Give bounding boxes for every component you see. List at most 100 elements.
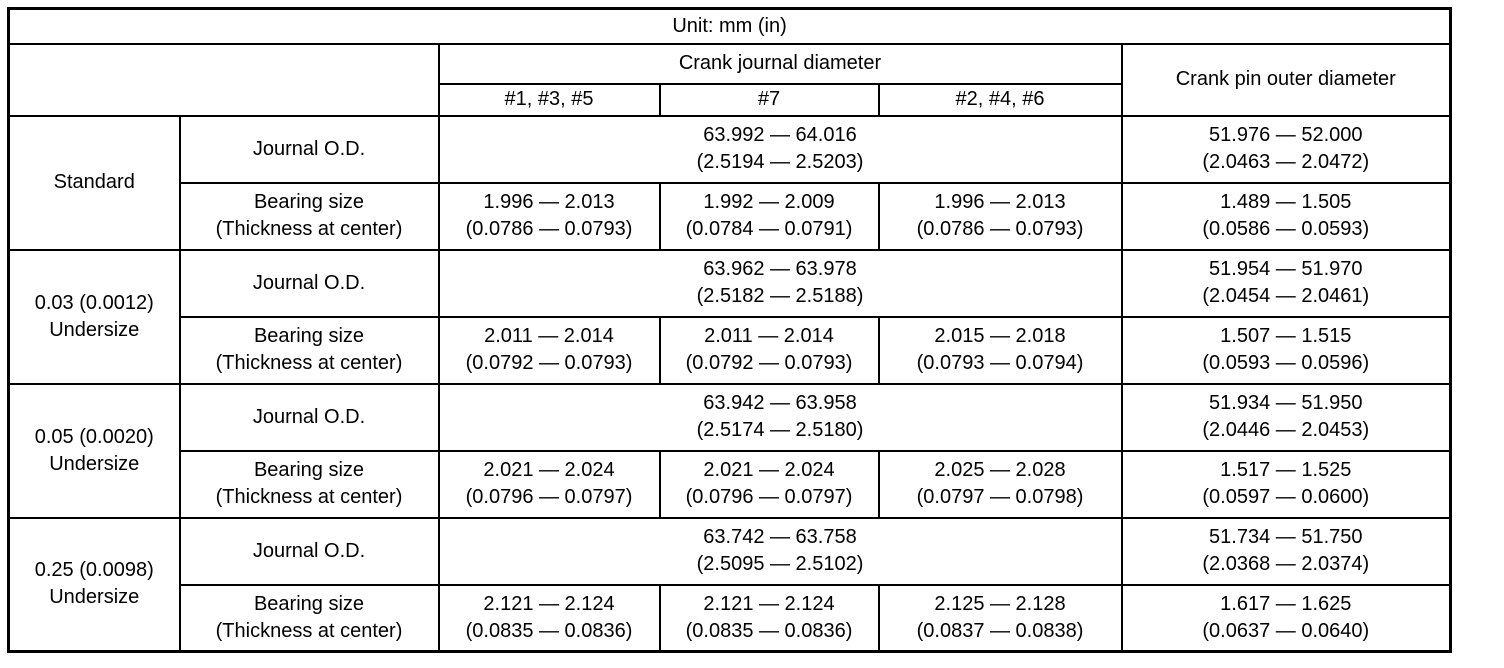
bearing-value-7: 1.992 — 2.009 (0.0784 — 0.0791) bbox=[658, 181, 880, 251]
bearing-size-label-line1: Bearing size bbox=[253, 459, 365, 481]
row-label-journal-od: Journal O.D. bbox=[178, 516, 440, 586]
bearing-mm: 1.996 — 2.013 bbox=[934, 191, 1066, 213]
group-label-line2: Undersize bbox=[49, 452, 140, 475]
bearing-value-246: 2.015 — 2.018 (0.0793 — 0.0794) bbox=[877, 315, 1123, 385]
crankshaft-spec-table: Unit: mm (in) Crank journal diameter Cra… bbox=[7, 7, 1453, 653]
journal-od-mm: 63.742 — 63.758 bbox=[703, 526, 857, 548]
pin-bearing-in: (0.0593 — 0.0596) bbox=[1202, 352, 1370, 374]
group-label-005-undersize: 0.05 (0.0020) Undersize bbox=[7, 382, 181, 519]
bearing-mm: 2.025 — 2.028 bbox=[934, 459, 1066, 481]
row-label-bearing-size: Bearing size (Thickness at center) bbox=[178, 449, 440, 519]
bearing-in: (0.0786 — 0.0793) bbox=[465, 218, 633, 240]
journal-od-value: 63.942 — 63.958 (2.5174 — 2.5180) bbox=[437, 382, 1123, 452]
bearing-value-135: 2.121 — 2.124 (0.0835 — 0.0836) bbox=[437, 583, 661, 653]
pin-bearing-mm: 1.617 — 1.625 bbox=[1220, 592, 1352, 615]
journal-od-value: 63.742 — 63.758 (2.5095 — 2.5102) bbox=[437, 516, 1123, 586]
bearing-value-246: 2.125 — 2.128 (0.0837 — 0.0838) bbox=[877, 583, 1123, 653]
group-label-line2: Undersize bbox=[49, 586, 140, 609]
pin-od-mm: 51.734 — 51.750 bbox=[1209, 526, 1363, 548]
bearing-size-label-line1: Bearing size bbox=[253, 325, 365, 347]
journal-od-value: 63.992 — 64.016 (2.5194 — 2.5203) bbox=[437, 114, 1123, 184]
bearing-in: (0.0784 — 0.0791) bbox=[685, 218, 853, 240]
bearing-in: (0.0835 — 0.0836) bbox=[465, 619, 633, 642]
bearing-value-7: 2.011 — 2.014 (0.0792 — 0.0793) bbox=[658, 315, 880, 385]
pin-od-value: 51.976 — 52.000 (2.0463 — 2.0472) bbox=[1120, 114, 1452, 184]
group-label-line1: 0.25 (0.0098) bbox=[34, 559, 154, 582]
bearing-in: (0.0797 — 0.0798) bbox=[916, 486, 1084, 508]
group-label-line1: 0.05 (0.0020) bbox=[34, 425, 154, 448]
bearing-value-246: 1.996 — 2.013 (0.0786 — 0.0793) bbox=[877, 181, 1123, 251]
bearing-mm: 1.992 — 2.009 bbox=[703, 191, 835, 213]
bearing-size-label-line1: Bearing size bbox=[253, 592, 365, 615]
header-crank-journal-diameter: Crank journal diameter bbox=[437, 42, 1123, 85]
pin-od-mm: 51.976 — 52.000 bbox=[1209, 124, 1363, 146]
row-label-journal-od: Journal O.D. bbox=[178, 114, 440, 184]
pin-bearing-mm: 1.507 — 1.515 bbox=[1220, 325, 1352, 347]
row-label-journal-od: Journal O.D. bbox=[178, 248, 440, 318]
bearing-in: (0.0786 — 0.0793) bbox=[916, 218, 1084, 240]
journal-od-mm: 63.942 — 63.958 bbox=[703, 392, 857, 414]
bearing-in: (0.0796 — 0.0797) bbox=[465, 486, 633, 508]
bearing-mm: 2.121 — 2.124 bbox=[483, 592, 615, 615]
bearing-in: (0.0792 — 0.0793) bbox=[685, 352, 853, 374]
bearing-mm: 2.021 — 2.024 bbox=[483, 459, 615, 481]
bearing-value-246: 2.025 — 2.028 (0.0797 — 0.0798) bbox=[877, 449, 1123, 519]
journal-od-mm: 63.962 — 63.978 bbox=[703, 258, 857, 280]
pin-od-value: 51.954 — 51.970 (2.0454 — 2.0461) bbox=[1120, 248, 1452, 318]
pin-bearing-value: 1.517 — 1.525 (0.0597 — 0.0600) bbox=[1120, 449, 1452, 519]
journal-od-in: (2.5182 — 2.5188) bbox=[696, 285, 864, 307]
journal-od-in: (2.5174 — 2.5180) bbox=[696, 419, 864, 441]
bearing-in: (0.0796 — 0.0797) bbox=[685, 486, 853, 508]
bearing-mm: 2.125 — 2.128 bbox=[934, 592, 1066, 615]
bearing-mm: 2.015 — 2.018 bbox=[934, 325, 1066, 347]
group-label-line2: Undersize bbox=[49, 318, 140, 341]
unit-label: Unit: mm (in) bbox=[7, 7, 1452, 45]
bearing-value-135: 2.021 — 2.024 (0.0796 — 0.0797) bbox=[437, 449, 661, 519]
bearing-size-label-line2: (Thickness at center) bbox=[215, 619, 403, 642]
row-label-bearing-size: Bearing size (Thickness at center) bbox=[178, 583, 440, 653]
group-label-standard: Standard bbox=[7, 114, 181, 251]
pin-od-in: (2.0454 — 2.0461) bbox=[1202, 285, 1370, 307]
bearing-mm: 1.996 — 2.013 bbox=[483, 191, 615, 213]
pin-bearing-value: 1.489 — 1.505 (0.0586 — 0.0593) bbox=[1120, 181, 1452, 251]
row-label-journal-od: Journal O.D. bbox=[178, 382, 440, 452]
pin-bearing-value: 1.507 — 1.515 (0.0593 — 0.0596) bbox=[1120, 315, 1452, 385]
pin-od-value: 51.734 — 51.750 (2.0368 — 2.0374) bbox=[1120, 516, 1452, 586]
bearing-mm: 2.021 — 2.024 bbox=[703, 459, 835, 481]
pin-od-mm: 51.954 — 51.970 bbox=[1209, 258, 1363, 280]
header-journal-col-135: #1, #3, #5 bbox=[437, 82, 661, 117]
group-label-025-undersize: 0.25 (0.0098) Undersize bbox=[7, 516, 181, 653]
group-label-line1: Standard bbox=[53, 171, 135, 193]
bearing-in: (0.0835 — 0.0836) bbox=[685, 619, 853, 642]
header-journal-col-7: #7 bbox=[658, 82, 880, 117]
bearing-size-label-line1: Bearing size bbox=[253, 191, 365, 213]
header-crank-pin-outer-diameter: Crank pin outer diameter bbox=[1120, 42, 1452, 117]
pin-bearing-in: (0.0586 — 0.0593) bbox=[1202, 218, 1370, 240]
bearing-size-label-line2: (Thickness at center) bbox=[215, 352, 403, 374]
bearing-value-7: 2.021 — 2.024 (0.0796 — 0.0797) bbox=[658, 449, 880, 519]
corner-blank-cell bbox=[7, 42, 440, 117]
pin-bearing-in: (0.0597 — 0.0600) bbox=[1202, 486, 1370, 508]
bearing-value-7: 2.121 — 2.124 (0.0835 — 0.0836) bbox=[658, 583, 880, 653]
pin-od-in: (2.0368 — 2.0374) bbox=[1202, 553, 1370, 575]
bearing-mm: 2.121 — 2.124 bbox=[703, 592, 835, 615]
bearing-size-label-line2: (Thickness at center) bbox=[215, 218, 403, 240]
journal-od-mm: 63.992 — 64.016 bbox=[703, 124, 857, 146]
row-label-bearing-size: Bearing size (Thickness at center) bbox=[178, 315, 440, 385]
bearing-size-label-line2: (Thickness at center) bbox=[215, 486, 403, 508]
pin-od-in: (2.0446 — 2.0453) bbox=[1202, 419, 1370, 441]
pin-bearing-mm: 1.489 — 1.505 bbox=[1220, 191, 1352, 213]
pin-bearing-value: 1.617 — 1.625 (0.0637 — 0.0640) bbox=[1120, 583, 1452, 653]
group-label-line1: 0.03 (0.0012) bbox=[34, 291, 154, 314]
pin-od-value: 51.934 — 51.950 (2.0446 — 2.0453) bbox=[1120, 382, 1452, 452]
bearing-in: (0.0837 — 0.0838) bbox=[916, 619, 1084, 642]
journal-od-value: 63.962 — 63.978 (2.5182 — 2.5188) bbox=[437, 248, 1123, 318]
journal-od-in: (2.5095 — 2.5102) bbox=[696, 553, 864, 575]
header-journal-col-246: #2, #4, #6 bbox=[877, 82, 1123, 117]
bearing-value-135: 1.996 — 2.013 (0.0786 — 0.0793) bbox=[437, 181, 661, 251]
group-label-003-undersize: 0.03 (0.0012) Undersize bbox=[7, 248, 181, 385]
bearing-in: (0.0792 — 0.0793) bbox=[465, 352, 633, 374]
pin-bearing-mm: 1.517 — 1.525 bbox=[1220, 459, 1352, 481]
journal-od-in: (2.5194 — 2.5203) bbox=[696, 151, 864, 173]
